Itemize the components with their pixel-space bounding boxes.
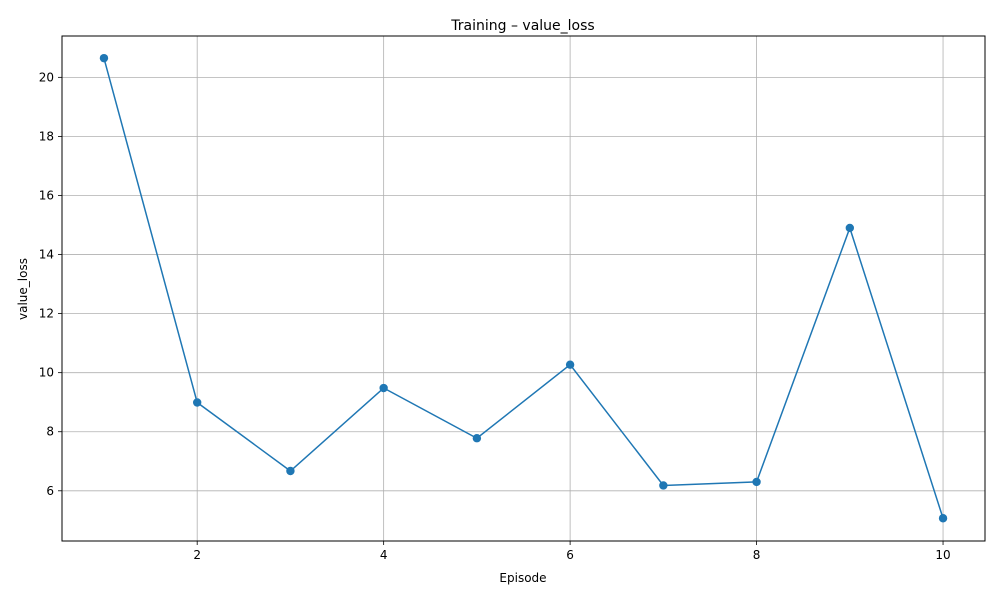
y-tick-label: 14 bbox=[39, 248, 54, 262]
data-point bbox=[472, 434, 482, 443]
data-point bbox=[938, 514, 948, 523]
y-tick-label: 6 bbox=[46, 484, 54, 498]
data-point bbox=[192, 398, 202, 407]
y-tick-label: 10 bbox=[39, 366, 54, 380]
x-tick-label: 4 bbox=[380, 548, 388, 562]
x-axis-label: Episode bbox=[499, 571, 546, 585]
x-tick-label: 10 bbox=[935, 548, 950, 562]
series-layer bbox=[99, 53, 948, 523]
data-point bbox=[379, 383, 388, 393]
x-tick-label: 8 bbox=[753, 548, 761, 562]
ticks: 2 4 6 8 10 6 8 10 12 14 16 18 20 bbox=[39, 70, 951, 562]
y-tick-label: 18 bbox=[39, 129, 54, 143]
grid bbox=[62, 36, 985, 541]
data-point bbox=[659, 481, 668, 490]
y-tick-label: 12 bbox=[39, 307, 54, 321]
data-point bbox=[286, 466, 295, 476]
x-tick-label: 6 bbox=[566, 548, 574, 562]
x-tick-label: 2 bbox=[193, 548, 201, 562]
data-point bbox=[565, 360, 575, 369]
series-line bbox=[103, 57, 944, 519]
data-point bbox=[845, 223, 855, 233]
y-tick-label: 8 bbox=[46, 425, 54, 439]
plot-frame bbox=[61, 35, 986, 542]
y-tick-label: 16 bbox=[39, 188, 54, 202]
y-axis-label: value_loss bbox=[16, 258, 30, 320]
data-point bbox=[99, 53, 109, 63]
chart-title: Training – value_loss bbox=[450, 18, 594, 34]
y-tick-label: 20 bbox=[39, 70, 54, 84]
data-point bbox=[752, 477, 761, 487]
